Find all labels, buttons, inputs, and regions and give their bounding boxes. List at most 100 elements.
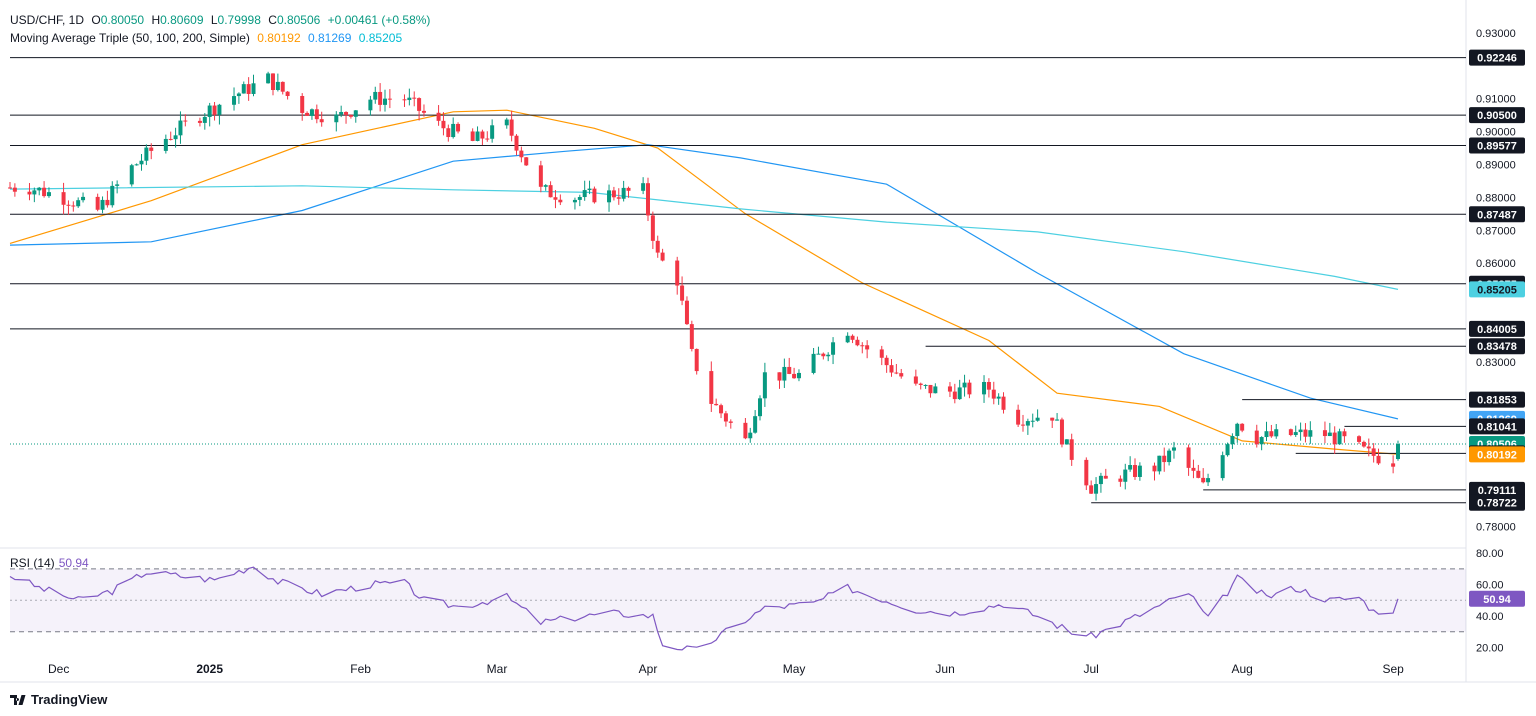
candle-body: [621, 187, 626, 199]
candle-body: [504, 119, 509, 126]
candle-body: [796, 372, 801, 379]
rsi-tick-label: 40.00: [1476, 611, 1504, 623]
candle-body: [1001, 396, 1006, 410]
candle-body: [923, 384, 928, 386]
ma-line-ma200: [9, 185, 1399, 290]
ma100-value: 0.81269: [308, 31, 352, 45]
candle-body: [266, 73, 271, 84]
candle-body: [1094, 484, 1099, 494]
rsi-label[interactable]: RSI (14): [10, 556, 55, 570]
candle-body: [1259, 437, 1264, 445]
price-tick-label: 0.87000: [1476, 225, 1516, 237]
candle-body: [1089, 485, 1094, 494]
candle-body: [1137, 465, 1142, 477]
candle-body: [1391, 463, 1396, 467]
tradingview-logo-icon: [10, 694, 26, 705]
high-value: 0.80609: [160, 13, 204, 27]
symbol-header: USD/CHF, 1D O0.80050 H0.80609 L0.79998 C…: [10, 13, 434, 28]
candle-body: [1303, 429, 1308, 437]
moving-averages: [9, 109, 1399, 455]
candle-body: [1050, 417, 1055, 421]
candle-body: [149, 147, 154, 151]
candle-body: [270, 73, 275, 90]
price-tick-label: 0.88000: [1476, 192, 1516, 204]
candle-body: [387, 98, 392, 100]
candle-body: [110, 185, 115, 206]
candle-body: [723, 413, 728, 422]
candle-body: [105, 199, 110, 206]
candle-body: [1371, 448, 1376, 456]
price-tag-label: 0.83478: [1477, 341, 1517, 353]
open-label: O: [91, 13, 101, 27]
candle-body: [373, 91, 378, 100]
close-value: 0.80506: [276, 13, 321, 27]
price-tag: [1469, 49, 1525, 66]
candle-body: [1133, 465, 1138, 477]
candle-body: [753, 416, 758, 433]
candle-body: [485, 138, 490, 140]
rsi-band-fill: [10, 568, 1466, 632]
candle-body: [514, 135, 519, 151]
candle-body: [300, 96, 305, 113]
candle-body: [1264, 431, 1269, 438]
high-label: H: [151, 13, 161, 27]
candle-body: [616, 197, 621, 199]
candle-body: [144, 147, 149, 161]
candle-body: [1157, 455, 1162, 472]
candle-body: [991, 389, 996, 399]
rsi-value-tag: [1469, 590, 1525, 607]
rsi-tick-label: 20.00: [1476, 642, 1504, 654]
candle-body: [348, 115, 353, 117]
candle-body: [441, 120, 446, 129]
candle-body: [232, 96, 237, 105]
price-tag: [1469, 418, 1525, 435]
candle-body: [417, 98, 422, 111]
candle-body: [1171, 447, 1176, 451]
candle-body: [76, 200, 81, 207]
candle-body: [1254, 430, 1259, 445]
candle-body: [1123, 469, 1128, 482]
ma-title[interactable]: Moving Average Triple (50, 100, 200, Sim…: [10, 31, 250, 45]
grid: [0, 0, 1536, 683]
symbol-label[interactable]: USD/CHF, 1D: [10, 13, 85, 27]
candle-body: [889, 365, 894, 373]
rsi-value-label: 50.94: [1483, 594, 1511, 606]
rsi-panel: 80.00 60.00 40.00 20.00 50.94: [9, 548, 1525, 654]
tradingview-logo[interactable]: TradingView: [10, 692, 107, 707]
price-tag: [1469, 494, 1525, 511]
candle-body: [728, 421, 733, 423]
time-tick-label: Aug: [1231, 662, 1252, 676]
candle-body: [436, 112, 441, 121]
candle-body: [37, 187, 42, 191]
candle-body: [1167, 450, 1172, 463]
price-tag-label: 0.79111: [1478, 485, 1517, 497]
price-tag-label: 0.90500: [1477, 110, 1517, 122]
candle-body: [694, 348, 699, 372]
candle-body: [982, 381, 987, 395]
candle-body: [592, 188, 597, 203]
time-tick-label: Jul: [1084, 662, 1099, 676]
price-tag-label: 0.78722: [1477, 498, 1517, 510]
candle-body: [1269, 431, 1274, 437]
candle-body: [309, 109, 314, 116]
candle-body: [178, 120, 183, 136]
candle-body: [1220, 455, 1225, 479]
candle-body: [1035, 417, 1040, 421]
candle-body: [275, 81, 280, 90]
candle-body: [241, 84, 246, 94]
candle-body: [353, 110, 358, 117]
candle-body: [577, 197, 582, 200]
candle-body: [1020, 424, 1025, 426]
candle-body: [212, 105, 217, 115]
candle-body: [850, 335, 855, 340]
price-tick-label: 0.78000: [1476, 521, 1516, 533]
candle-body: [402, 99, 407, 101]
candle-body: [792, 373, 797, 379]
price-tag-label: 0.80192: [1477, 449, 1517, 461]
candle-body: [1069, 439, 1074, 460]
candle-body: [894, 372, 899, 374]
time-axis: Dec 2025 Feb Mar Apr May Jun Jul Aug Sep: [48, 662, 1404, 676]
candle-body: [314, 109, 319, 120]
price-tag: [1469, 446, 1525, 463]
ma-line-ma100: [9, 144, 1399, 420]
